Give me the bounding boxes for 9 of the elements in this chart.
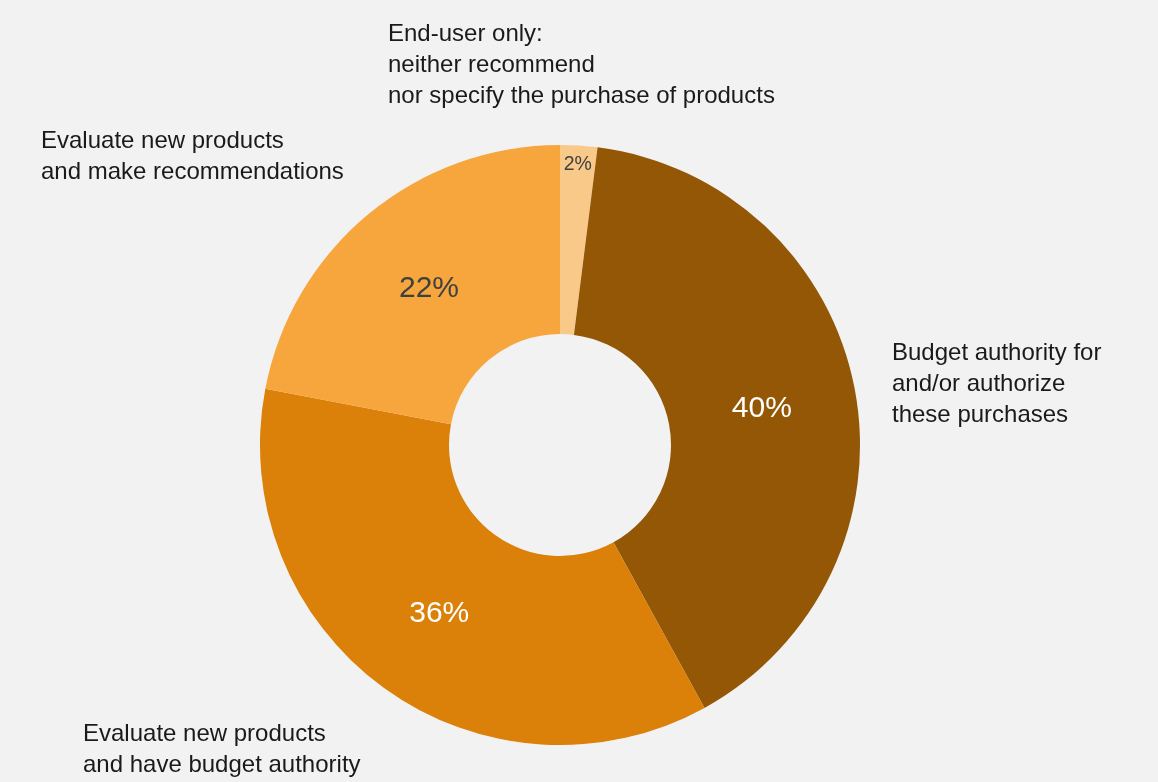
data-label: 40% <box>731 389 792 423</box>
slice-label: Budget authority for and/or authorize these purchases <box>892 338 1102 428</box>
data-label: 22% <box>398 270 460 304</box>
slice-label: End-user only: neither recommend nor specify the purchase of products <box>388 19 775 109</box>
donut-slice <box>560 145 598 335</box>
slice-label: Evaluate new products and make recommendations <box>41 126 344 185</box>
slice-label: Evaluate new products and have budget authority <box>83 719 361 778</box>
data-label: 36% <box>409 594 470 628</box>
data-label: 2% <box>563 152 592 175</box>
